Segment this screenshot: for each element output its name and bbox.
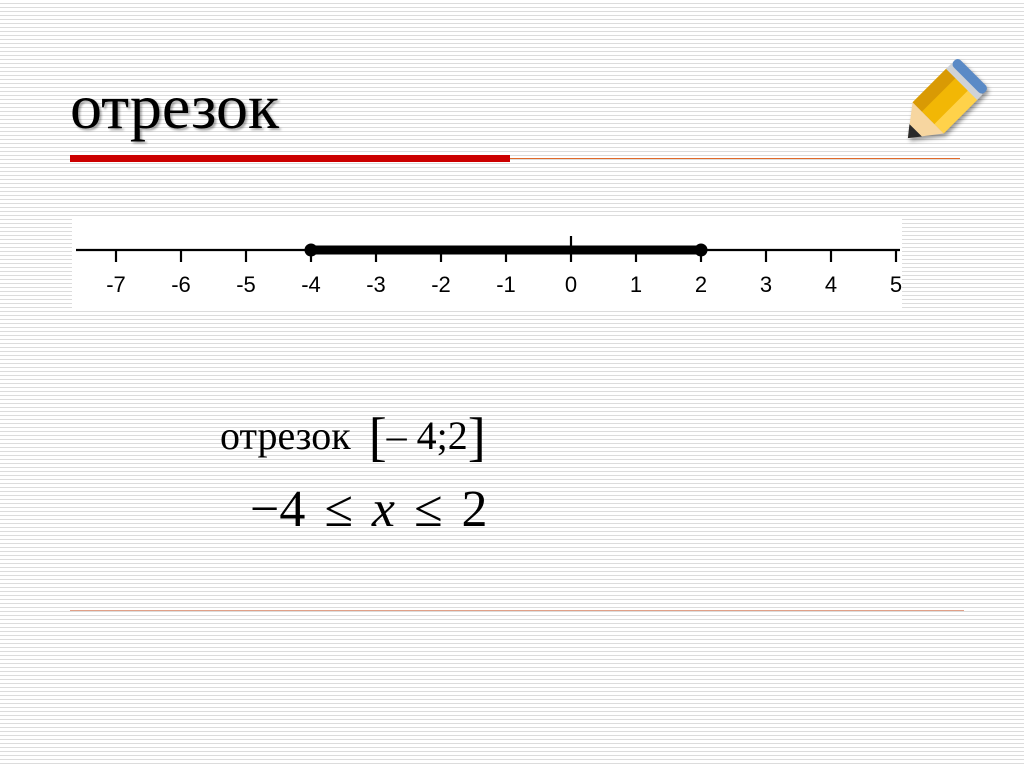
tick-label: 0 [565, 272, 577, 297]
tick-label: 5 [890, 272, 902, 297]
tick-label: -1 [496, 272, 516, 297]
interval-notation: отрезок [ – 4;2 ] [220, 400, 486, 462]
tick-label: 3 [760, 272, 772, 297]
tick-label: -4 [301, 272, 321, 297]
tick-label: -3 [366, 272, 386, 297]
title-underline-thin [510, 158, 960, 159]
number-line-panel: -7 -6 -5 -4 -3 -2 -1 0 1 2 3 4 5 [72, 218, 902, 310]
interval-values: – 4;2 [387, 412, 468, 459]
interval-open-bracket: [ [369, 406, 387, 468]
interval-close-bracket: ] [468, 406, 486, 468]
tick-label: -5 [236, 272, 256, 297]
inequality-lhs: −4 [250, 481, 305, 538]
bottom-divider [70, 610, 964, 611]
tick-label: 1 [630, 272, 642, 297]
tick-label: -2 [431, 272, 451, 297]
tick-label: 4 [825, 272, 837, 297]
leq-icon: ≤ [408, 481, 449, 538]
page-title: отрезок [70, 70, 279, 144]
interval-word: отрезок [220, 412, 351, 459]
pencil-icon [884, 52, 994, 162]
inequality-expression: −4 ≤ x ≤ 2 [250, 480, 488, 539]
inequality-rhs: 2 [462, 481, 488, 538]
tick-label: 2 [695, 272, 707, 297]
tick-label: -6 [171, 272, 191, 297]
title-underline-red [70, 155, 510, 162]
leq-icon: ≤ [318, 481, 359, 538]
number-line: -7 -6 -5 -4 -3 -2 -1 0 1 2 3 4 5 [72, 218, 902, 310]
inequality-variable: x [372, 481, 395, 538]
tick-label: -7 [106, 272, 126, 297]
